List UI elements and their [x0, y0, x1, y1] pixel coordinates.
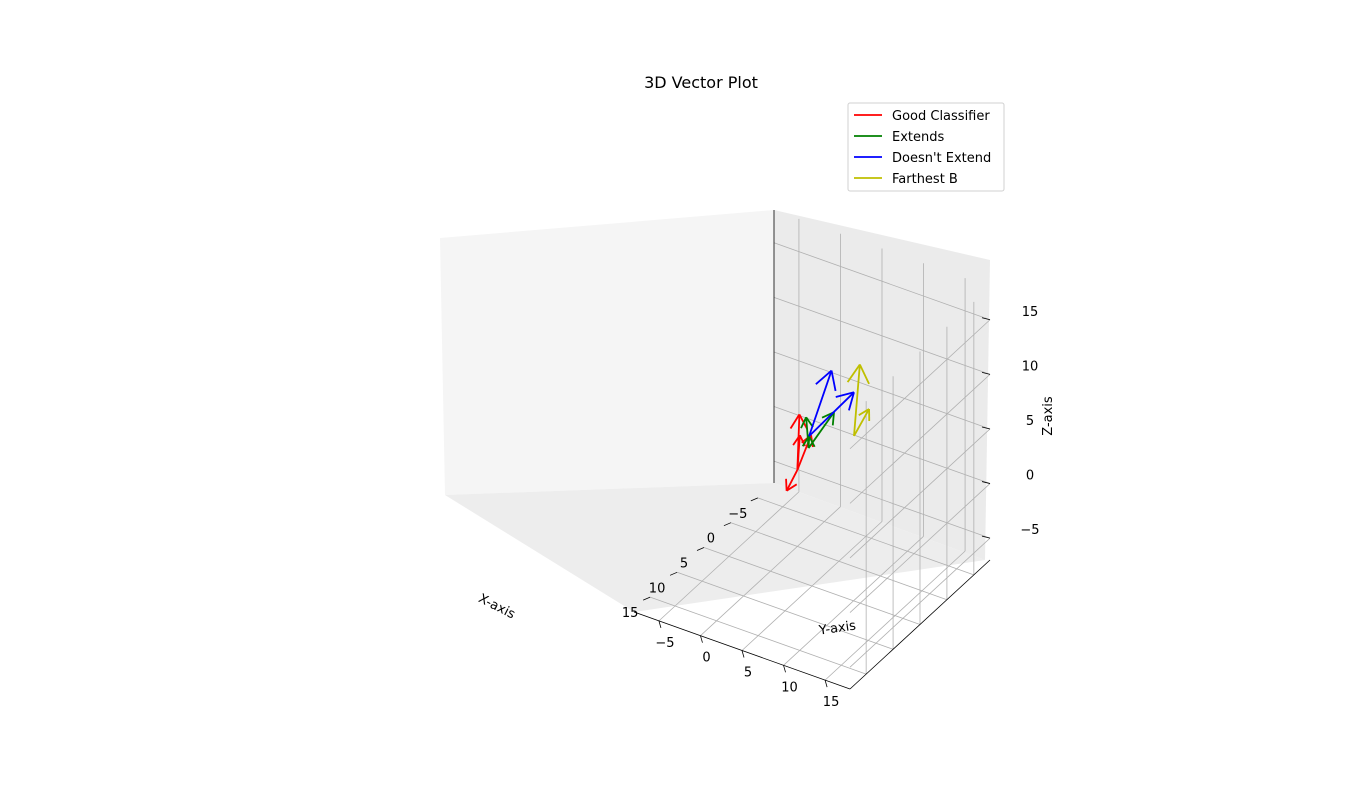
z-tick — [981, 481, 991, 484]
vector-head — [858, 408, 870, 416]
vector-marks — [785, 363, 871, 492]
vector-head — [789, 413, 801, 430]
grid-line — [783, 536, 924, 666]
vector-shaft — [785, 469, 799, 492]
grid-line — [849, 428, 991, 559]
vector-head — [859, 364, 870, 385]
vector-shaft — [796, 435, 801, 471]
vector-arrow — [801, 435, 816, 449]
grid-line — [849, 319, 991, 450]
vector-head — [792, 434, 801, 446]
y-tick-label: 5 — [744, 666, 752, 681]
grid-line — [773, 242, 991, 321]
grid-line — [849, 374, 991, 504]
grid-lines — [650, 218, 991, 681]
z-tick-label: 15 — [1022, 305, 1039, 320]
legend-box — [847, 102, 1005, 192]
z-axis-label: Z-axis — [1041, 396, 1056, 436]
y-tick-label: −5 — [655, 636, 674, 651]
vector-head — [800, 416, 807, 429]
x-tick — [642, 596, 651, 601]
legend-label: Farthest B — [892, 172, 958, 187]
vector-head — [848, 392, 855, 411]
z-tick — [981, 371, 991, 375]
vector-head — [785, 478, 788, 491]
vector-arrow — [808, 369, 837, 437]
vector-arrow — [846, 363, 870, 437]
x-tick-label: −5 — [728, 507, 747, 522]
y-tick — [700, 635, 703, 643]
y-tick — [658, 620, 662, 628]
grid-line — [773, 351, 991, 430]
x-tick-label: 5 — [680, 557, 688, 572]
legend-label: Extends — [892, 130, 944, 145]
vector-shaft — [853, 364, 861, 437]
z-tick — [981, 535, 991, 539]
x-tick — [723, 522, 732, 527]
y-tick-label: 10 — [781, 680, 798, 695]
vector-head — [801, 435, 810, 447]
vector-head — [786, 483, 798, 492]
vector-shaft — [808, 391, 855, 437]
legend-label: Doesn't Extend — [892, 151, 991, 166]
x-tick-label: 10 — [649, 581, 666, 596]
vector-arrow — [808, 391, 855, 437]
legend-entry: Good Classifier — [854, 109, 990, 124]
grid-line — [741, 521, 883, 651]
vector-head — [830, 370, 837, 392]
x-tick — [669, 571, 678, 576]
vector-head — [835, 391, 855, 398]
y-axis-label: Y-axis — [817, 618, 857, 638]
vector-head — [815, 369, 833, 385]
z-tick — [981, 317, 991, 321]
vector-head — [808, 435, 816, 448]
grid-line — [650, 596, 867, 675]
y-tick-label: 15 — [823, 695, 840, 710]
grid-line — [773, 296, 991, 375]
z-tick-label: 0 — [1026, 469, 1034, 484]
z-tick-label: 5 — [1026, 414, 1034, 429]
legend-entry: Farthest B — [854, 172, 958, 187]
vector-shaft — [853, 408, 870, 437]
legend: Good Classifier Extends Doesn't Extend F… — [847, 102, 1005, 192]
x-axis-line — [849, 559, 991, 690]
y-tick — [824, 680, 828, 688]
back-pane-xz — [440, 210, 774, 495]
vector-arrow — [785, 469, 799, 492]
vector-head — [846, 363, 861, 383]
x-tick-label: 0 — [707, 532, 715, 547]
legend-label: Good Classifier — [892, 109, 990, 124]
x-tick — [696, 547, 705, 551]
tick-marks: −5 −5 −5 0 0 0 5 5 5 10 10 10 15 15 15 — [622, 305, 1040, 710]
legend-entry: Doesn't Extend — [854, 151, 991, 166]
grid-line — [676, 571, 894, 650]
x-tick — [750, 497, 759, 502]
x-axis-label: X-axis — [476, 591, 518, 622]
vector-head — [831, 412, 835, 426]
z-tick-label: 10 — [1022, 359, 1039, 374]
chart-title: 3D Vector Plot — [644, 73, 758, 92]
vector-arrow — [853, 408, 871, 437]
floor-pane — [445, 483, 985, 612]
z-tick-label: −5 — [1020, 523, 1039, 538]
grid-line — [824, 550, 966, 681]
y-tick-label: 0 — [702, 651, 710, 666]
vector-shaft — [808, 370, 833, 437]
legend-entry: Extends — [854, 130, 944, 145]
y-tick — [741, 650, 745, 658]
x-tick-label: 15 — [622, 606, 639, 621]
y-tick — [783, 665, 786, 673]
z-tick — [981, 426, 991, 430]
